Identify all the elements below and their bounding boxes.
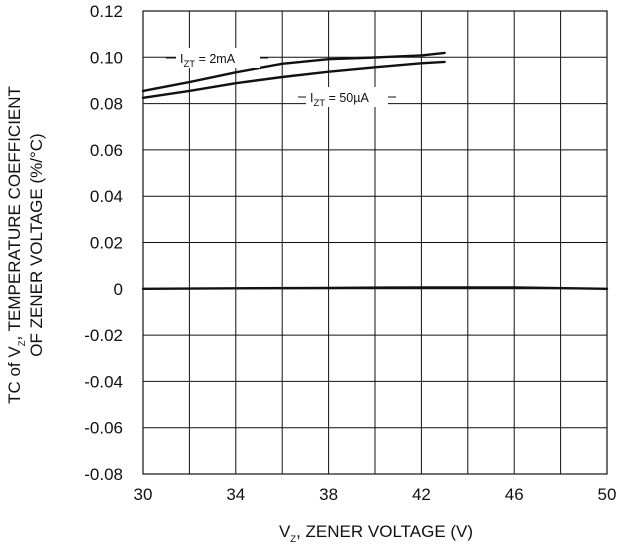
x-axis-title: VZ, ZENER VOLTAGE (V) — [279, 522, 473, 545]
y-tick-label: -0.06 — [84, 419, 123, 438]
x-tick-label: 42 — [412, 485, 431, 504]
y-tick-label: -0.08 — [84, 465, 123, 484]
x-tick-label: 38 — [319, 485, 338, 504]
y-tick-label: 0.12 — [90, 2, 123, 21]
x-tick-label: 46 — [505, 485, 524, 504]
x-tick-label: 50 — [598, 485, 617, 504]
annotations: IZT = 2mA IZT = 50µA — [166, 48, 396, 109]
annotation-izt-2ma: IZT = 2mA — [180, 52, 236, 70]
series-layer — [141, 51, 609, 290]
series-line-zero — [141, 286, 609, 290]
grid — [142, 10, 608, 475]
x-tick-label: 34 — [226, 485, 245, 504]
y-tick-label: 0.06 — [90, 141, 123, 160]
y-tick-label: 0 — [114, 280, 123, 299]
y-tick-label: 0.08 — [90, 95, 123, 114]
series-line-izt-2ma — [141, 51, 446, 93]
y-axis-title: TC of VZ, TEMPERATURE COEFFICIENT OF ZEN… — [5, 86, 46, 404]
y-tick-label: 0.04 — [90, 187, 123, 206]
y-tick-label: 0.02 — [90, 234, 123, 253]
y-tick-label: -0.04 — [84, 372, 123, 391]
series-line-izt-50ua — [141, 60, 446, 99]
plot-frame — [142, 10, 608, 475]
svg-text:OF ZENER VOLTAGE (%/°C): OF ZENER VOLTAGE (%/°C) — [27, 133, 46, 356]
annotation-izt-50ua: IZT = 50µA — [310, 91, 369, 109]
y-tick-label: 0.10 — [90, 48, 123, 67]
y-tick-label: -0.02 — [84, 326, 123, 345]
svg-text:TC of VZ, TEMPERATURE COEFFICI: TC of VZ, TEMPERATURE COEFFICIENT — [5, 86, 28, 404]
tick-labels: 0.12 0.10 0.08 0.06 0.04 0.02 0 -0.02 -0.04 -0.06… — [84, 2, 616, 504]
x-tick-label: 30 — [134, 485, 153, 504]
